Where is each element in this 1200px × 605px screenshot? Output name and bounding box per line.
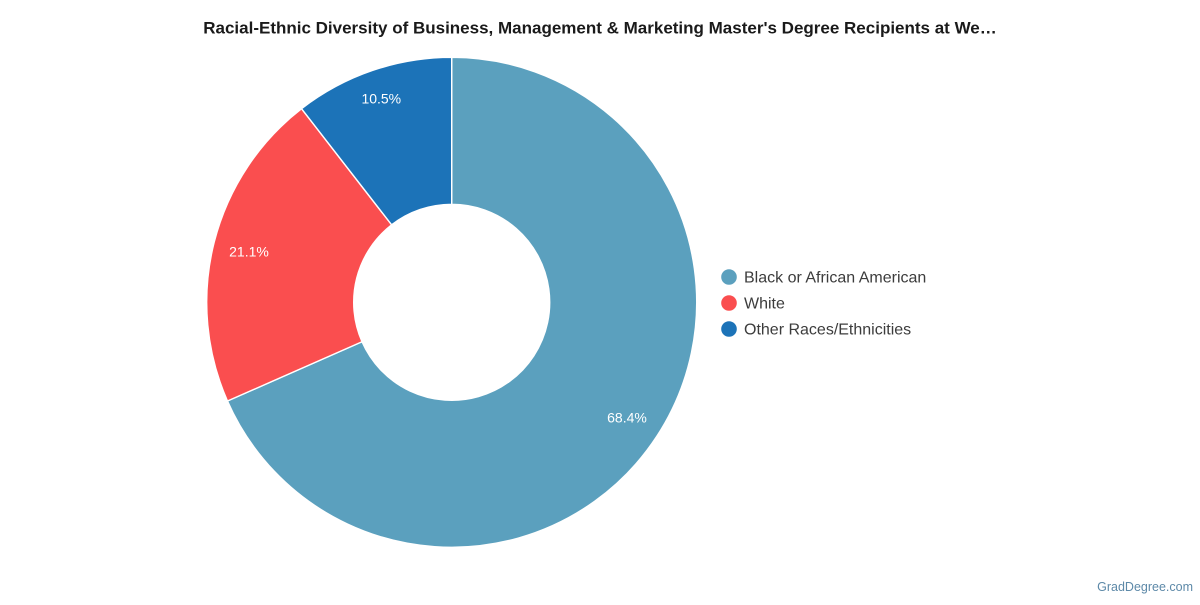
svg-text:Racial-Ethnic Diversity of Bus: Racial-Ethnic Diversity of Business, Man… bbox=[203, 19, 997, 38]
svg-text:Other Races/Ethnicities: Other Races/Ethnicities bbox=[744, 322, 911, 339]
svg-text:10.5%: 10.5% bbox=[361, 91, 401, 107]
svg-text:21.1%: 21.1% bbox=[229, 244, 269, 260]
svg-text:68.4%: 68.4% bbox=[607, 409, 647, 425]
svg-text:White: White bbox=[744, 296, 785, 313]
svg-text:GradDegree.com: GradDegree.com bbox=[1097, 580, 1193, 594]
svg-text:Black or African American: Black or African American bbox=[744, 270, 926, 287]
